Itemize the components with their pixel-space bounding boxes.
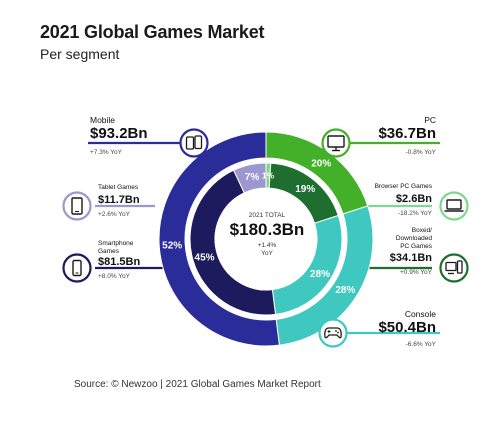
tablet-value: $11.7Bn (98, 194, 140, 206)
percent-labels: 20% 28% 52% 1% 19% 28% 45% 7% (162, 158, 355, 295)
pc-yoy: -0.8% YoY (405, 149, 436, 156)
center-yoy-change: +1.4% (257, 242, 277, 249)
source-note: Source: © Newzoo | 2021 Global Games Mar… (74, 379, 321, 390)
tablet-yoy: +2.6% YoY (98, 211, 130, 218)
browser-pc-value: $2.6Bn (395, 193, 432, 205)
icon-badge-ring (439, 191, 469, 221)
gamepad-icon (318, 318, 348, 348)
dual-phone-icon (179, 128, 209, 158)
console-name: Console (404, 309, 436, 319)
icon-badge-ring (62, 253, 92, 283)
inner-ring (189, 162, 343, 316)
smartphone-icon (62, 253, 92, 283)
smartphone-name-line2: Games (98, 248, 119, 255)
boxed-pc-name-line3: PC Games (400, 243, 432, 250)
pc-tower-icon (439, 253, 469, 283)
center-total-label: 2021 TOTAL (248, 212, 286, 219)
outer-label-mobile: 52% (162, 240, 182, 251)
icon-badge-ring (318, 318, 348, 348)
outer-label-pc: 20% (311, 158, 331, 169)
tablet-icon (62, 191, 92, 221)
laptop-icon (439, 191, 469, 221)
smartphone-value: $81.5Bn (98, 256, 141, 268)
smartphone-name-line1: Smartphone (98, 240, 134, 247)
smartphone-yoy: +8.0% YoY (98, 273, 130, 280)
boxed-pc-value: $34.1Bn (389, 252, 432, 264)
inner-label-tablet-games: 7% (245, 172, 260, 183)
icon-badge-ring (321, 128, 351, 158)
mobile-value: $93.2Bn (90, 125, 148, 142)
icon-badge-ring (62, 191, 92, 221)
smartphone-name: Smartphone Games (98, 240, 133, 256)
monitor-icon (321, 128, 351, 158)
inner-label-smartphone-games: 45% (195, 252, 215, 263)
console-yoy: -6.6% YoY (405, 341, 436, 348)
inner-label-boxed-downloaded-pc-games: 19% (295, 184, 315, 195)
inner-label-console: 28% (310, 269, 330, 280)
center-total: 2021 TOTAL $180.3Bn +1.4% YoY (211, 212, 323, 258)
segment-icons (62, 128, 469, 348)
boxed-pc-name: Boxed/ Downloaded PC Games (396, 227, 432, 251)
center-total-value: $180.3Bn (229, 220, 305, 239)
boxed-pc-name-line1: Boxed/ (411, 227, 432, 234)
browser-pc-yoy: -18.2% YoY (398, 210, 432, 217)
chart-subtitle: Per segment (40, 46, 120, 62)
browser-pc-name: Browser PC Games (374, 183, 432, 190)
chart-title: 2021 Global Games Market (40, 22, 265, 42)
mobile-yoy: +7.3% YoY (90, 149, 122, 156)
tablet-name: Tablet Games (98, 184, 139, 191)
icon-badge-ring (439, 253, 469, 283)
center-total-yoy: +1.4% YoY (211, 242, 323, 258)
pc-name: PC (424, 115, 436, 125)
outer-label-console: 28% (335, 285, 355, 296)
center-yoy-suffix: YoY (261, 250, 273, 257)
boxed-pc-yoy: +0.9% YoY (400, 269, 432, 276)
console-value: $50.4Bn (378, 319, 436, 336)
boxed-pc-name-line2: Downloaded (395, 235, 432, 242)
pc-value: $36.7Bn (378, 125, 436, 142)
mobile-name: Mobile (90, 115, 116, 125)
inner-label-browser-pc-games: 1% (262, 171, 275, 181)
center-hole (215, 188, 317, 290)
